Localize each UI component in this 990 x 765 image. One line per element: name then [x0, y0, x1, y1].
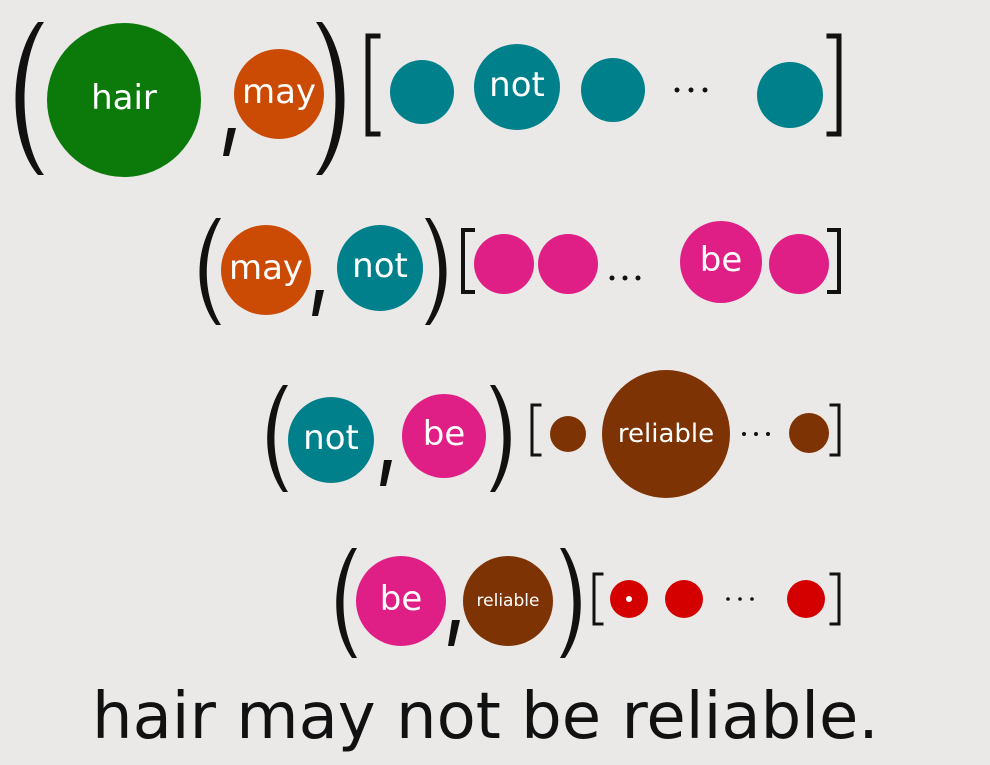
word-circle-be [402, 394, 486, 478]
word-circle-be [680, 221, 762, 303]
word-circle-not [474, 44, 560, 130]
candidate-dot [789, 413, 829, 453]
comma [312, 290, 324, 316]
close-bracket [827, 228, 841, 294]
row-2: may not be [199, 218, 841, 325]
word-circle-be [356, 556, 446, 646]
candidate-dot [390, 60, 454, 124]
comma [223, 128, 236, 156]
label-may: may [242, 72, 316, 112]
close-bracket [826, 33, 842, 137]
open-bracket [592, 572, 604, 626]
close-paren [490, 385, 511, 492]
close-paren [560, 548, 581, 658]
word-circle-not [337, 225, 423, 311]
word-circle-may [234, 49, 324, 139]
open-paren [199, 218, 221, 325]
label-not: not [352, 246, 408, 286]
candidate-dot [769, 234, 829, 294]
open-paren [336, 548, 357, 658]
close-paren [316, 22, 345, 175]
label-may: may [229, 248, 303, 288]
label-hair: hair [91, 78, 157, 118]
word-circle-reliable [602, 370, 730, 498]
label-not: not [489, 65, 545, 105]
close-bracket [829, 572, 841, 626]
row-4: be reliable [336, 548, 841, 658]
word-circle-reliable [463, 556, 553, 646]
candidate-dot [538, 234, 598, 294]
open-paren [15, 22, 44, 175]
label-be: be [380, 579, 423, 619]
ellipsis [609, 275, 641, 281]
open-bracket [530, 403, 542, 457]
ellipsis [674, 87, 708, 93]
candidate-dot [581, 58, 645, 122]
word-circle-not [288, 397, 374, 483]
generated-sentence: hair may not be reliable. [92, 680, 879, 754]
row-1: hair may not [15, 22, 842, 177]
candidate-dot [474, 234, 534, 294]
close-paren [425, 218, 447, 325]
label-be: be [700, 240, 743, 280]
open-bracket [365, 33, 381, 137]
end-marker-dot [626, 596, 632, 602]
open-paren [267, 385, 288, 492]
label-reliable: reliable [477, 591, 540, 611]
candidate-dot [757, 62, 823, 128]
candidate-dot [787, 580, 825, 618]
comma [448, 620, 460, 646]
label-be: be [423, 414, 466, 454]
comma [380, 460, 392, 486]
close-bracket [829, 403, 841, 457]
label-not: not [303, 418, 359, 458]
label-reliable: reliable [618, 419, 714, 449]
candidate-dot [665, 580, 703, 618]
ellipsis [742, 432, 770, 436]
word-circle-may [221, 225, 311, 315]
ellipsis [726, 597, 754, 601]
row-3: not be reliable [267, 370, 841, 498]
open-bracket [461, 228, 475, 294]
word-circle-hair [47, 23, 201, 177]
candidate-dot [550, 416, 586, 452]
